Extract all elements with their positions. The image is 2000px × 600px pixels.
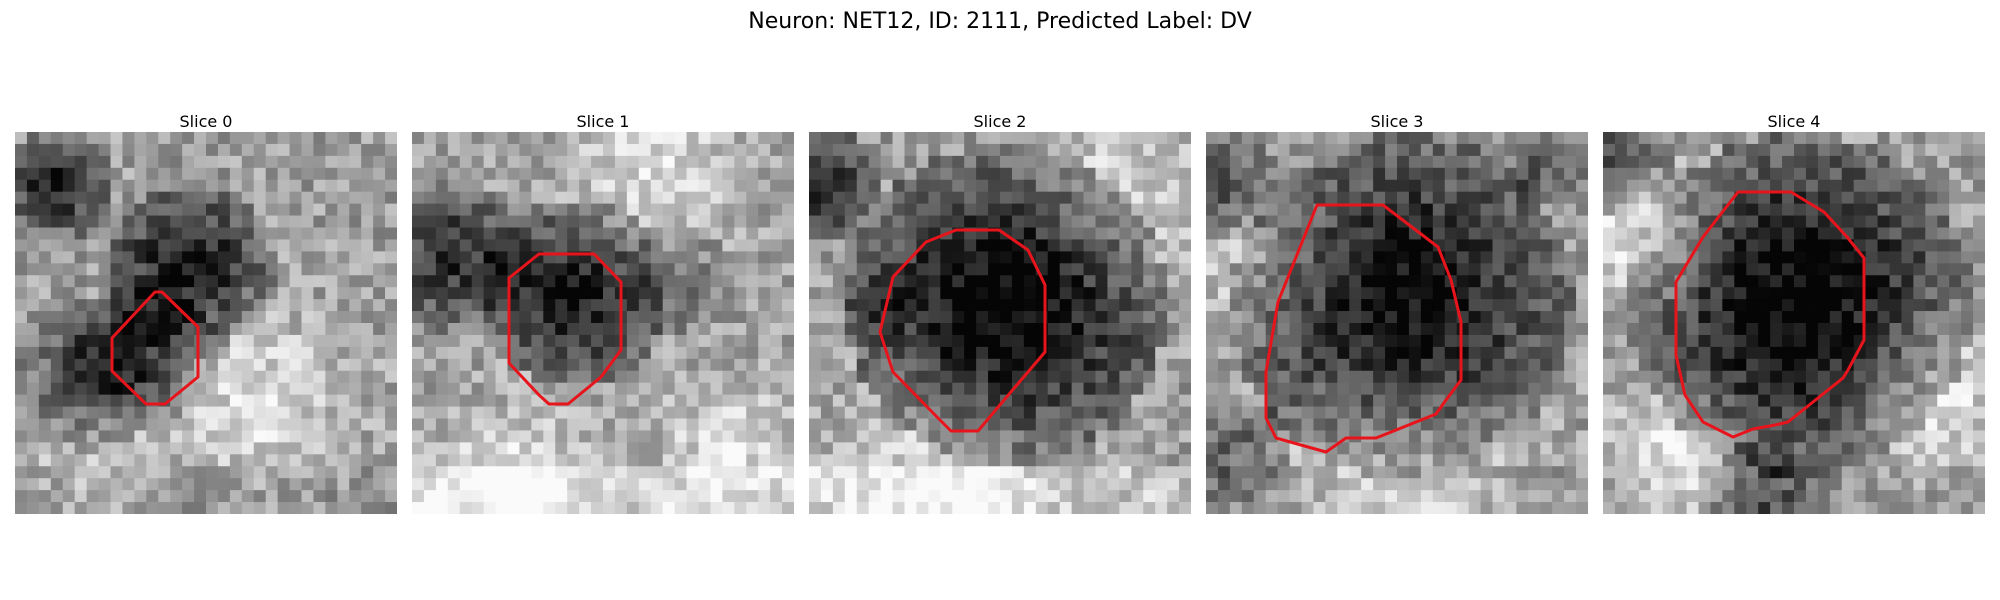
roi-contour — [878, 228, 1047, 433]
figure-title: Neuron: NET12, ID: 2111, Predicted Label… — [748, 9, 1252, 34]
slice-panel-3: Slice 3 — [1206, 112, 1588, 514]
slice-title: Slice 1 — [576, 112, 630, 131]
slice-image — [1206, 132, 1588, 514]
slice-panel-4: Slice 4 — [1603, 112, 1985, 514]
slice-panel-0: Slice 0 — [15, 112, 397, 514]
slice-title: Slice 4 — [1767, 112, 1821, 131]
slice-panel-2: Slice 2 — [809, 112, 1191, 514]
slice-title: Slice 0 — [179, 112, 233, 131]
slice-image — [809, 132, 1191, 514]
roi-contour — [1264, 203, 1463, 454]
slice-image — [15, 132, 397, 514]
roi-contour — [1674, 190, 1866, 439]
slice-panel-1: Slice 1 — [412, 112, 794, 514]
roi-contour — [110, 290, 200, 406]
roi-contour — [507, 252, 623, 406]
slice-title: Slice 2 — [973, 112, 1027, 131]
slice-image — [412, 132, 794, 514]
slice-image — [1603, 132, 1985, 514]
slice-title: Slice 3 — [1370, 112, 1424, 131]
